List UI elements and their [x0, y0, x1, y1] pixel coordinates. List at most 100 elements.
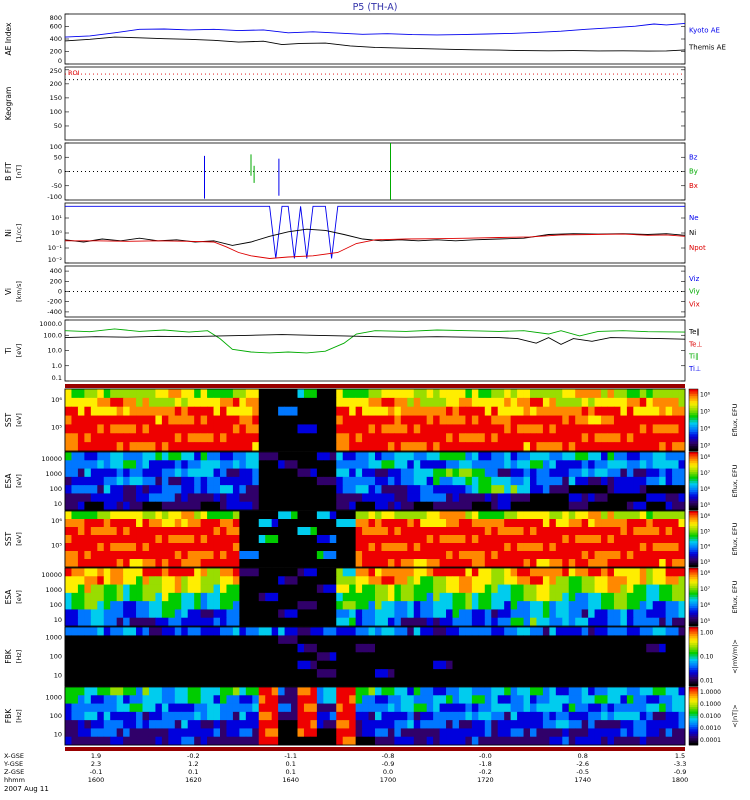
spec-cell: [129, 728, 137, 738]
spec-cell: [555, 559, 563, 568]
colorbar-seg: [689, 448, 698, 452]
spec-cell: [568, 660, 576, 670]
spec-cell: [232, 601, 240, 610]
spec-cell: [252, 415, 260, 425]
spec-cell: [504, 485, 512, 494]
spec-cell: [103, 535, 111, 544]
spec-cell: [142, 584, 150, 594]
spec-cell: [148, 493, 156, 503]
spec-cell: [116, 695, 124, 704]
spec-cell: [439, 660, 447, 670]
spec-cell: [497, 695, 505, 704]
spec-cell: [530, 485, 537, 494]
spec-cell: [465, 736, 473, 746]
colorbar-label: Eflux, EFU: [731, 403, 739, 436]
spec-cell: [530, 703, 537, 713]
spec-cell: [555, 695, 563, 704]
spec-cell: [575, 433, 583, 443]
spec-cell: [291, 543, 298, 552]
spec-cell: [458, 584, 466, 594]
spec-cell: [77, 433, 85, 443]
spec-cell: [542, 442, 550, 452]
spec-cell: [103, 406, 111, 416]
spec-cell: [510, 609, 518, 619]
spec-cell: [471, 568, 479, 577]
spec-cell: [187, 609, 195, 619]
spec-cell: [200, 468, 208, 478]
spec-cell: [672, 703, 679, 713]
spec-cell: [329, 406, 337, 416]
spec-cell: [116, 485, 124, 494]
spec-cell: [148, 643, 156, 653]
spec-cell: [323, 543, 331, 552]
spec-cell: [659, 389, 667, 399]
spec-cell: [258, 703, 266, 713]
spec-cell: [413, 433, 421, 443]
colorbar-seg: [689, 623, 698, 627]
spec-cell: [665, 584, 673, 594]
spec-cell: [458, 406, 466, 416]
spec-cell: [116, 519, 124, 528]
spec-cell: [239, 643, 247, 653]
spec-cell: [375, 576, 382, 585]
spec-cell: [310, 468, 318, 478]
spec-cell: [497, 601, 505, 610]
spec-cell: [394, 643, 402, 653]
spec-cell: [291, 452, 298, 461]
spec-cell: [142, 627, 150, 636]
spec-cell: [413, 609, 421, 619]
spec-cell: [426, 609, 434, 619]
spec-cell: [355, 584, 363, 594]
spec-cell: [387, 677, 395, 687]
spec-cell: [226, 468, 234, 478]
spec-cell: [161, 406, 169, 416]
spec-cell: [123, 703, 130, 713]
spec-cell: [407, 652, 415, 662]
spec-cell: [620, 711, 628, 721]
spec-cell: [652, 643, 660, 653]
spec-cell: [542, 527, 550, 536]
spec-cell: [407, 460, 415, 469]
spec-cell: [136, 433, 143, 443]
ytick-label: 0.1: [52, 374, 62, 382]
spec-cell: [136, 736, 143, 746]
spec-cell: [575, 627, 583, 636]
spec-cell: [265, 424, 273, 434]
spec-cell: [252, 424, 260, 434]
spec-cell: [562, 592, 570, 602]
spec-cell: [245, 660, 253, 670]
spec-cell: [400, 551, 408, 560]
spec-cell: [620, 584, 628, 594]
spec-cell: [594, 415, 602, 425]
spec-cell: [71, 415, 79, 425]
spec-cell: [297, 442, 305, 452]
colorbar-seg: [689, 724, 698, 728]
spec-cell: [375, 397, 382, 408]
spec-cell: [549, 711, 557, 721]
spec-cell: [329, 568, 337, 577]
spec-cell: [110, 476, 118, 486]
spec-cell: [659, 551, 667, 560]
spec-cell: [510, 736, 518, 746]
spec-cell: [310, 551, 318, 560]
spec-cell: [478, 720, 486, 729]
spec-cell: [594, 677, 602, 687]
spec-cell: [626, 493, 634, 503]
spec-cell: [665, 627, 673, 636]
spec-cell: [142, 476, 150, 486]
spec-cell: [265, 460, 273, 469]
spec-cell: [77, 535, 85, 544]
spec-cell: [484, 592, 492, 602]
spec-cell: [400, 584, 408, 594]
spec-cell: [368, 617, 376, 627]
spec-cell: [323, 660, 331, 670]
spec-cell: [413, 568, 421, 577]
spec-cell: [136, 397, 143, 408]
spec-cell: [659, 559, 667, 568]
colorbar-seg: [689, 547, 698, 551]
spec-cell: [291, 677, 298, 687]
spec-cell: [510, 677, 518, 687]
spec-cell: [136, 485, 143, 494]
spec-cell: [129, 703, 137, 713]
spec-cell: [387, 695, 395, 704]
